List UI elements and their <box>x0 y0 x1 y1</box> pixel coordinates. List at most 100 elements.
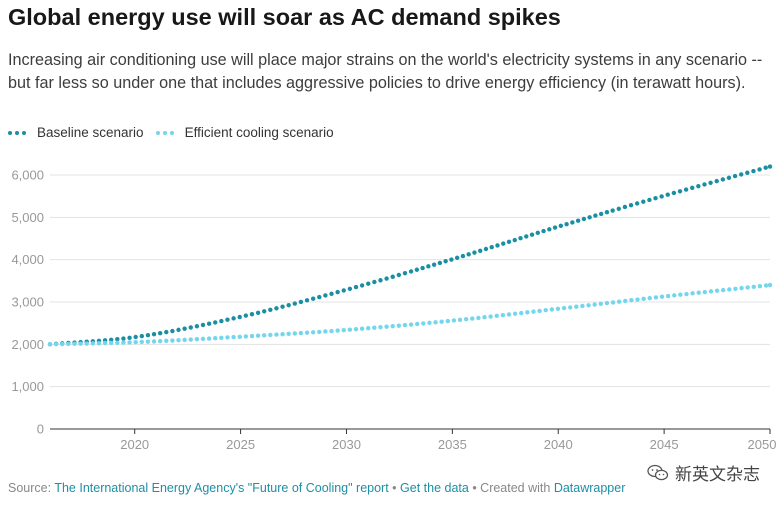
series-point <box>219 318 224 324</box>
series-point <box>437 260 443 266</box>
series-point <box>443 259 448 264</box>
series-point <box>127 340 132 345</box>
series-point <box>335 328 340 333</box>
series-point <box>415 321 420 327</box>
legend: Baseline scenario Efficient cooling scen… <box>8 125 346 140</box>
series-point <box>396 272 402 278</box>
series-point <box>402 271 408 276</box>
series-point <box>109 340 114 346</box>
series-point <box>466 252 471 257</box>
series-point <box>121 340 126 345</box>
series-point <box>402 322 408 328</box>
get-data-link[interactable]: Get the data <box>400 481 469 495</box>
x-tick-label: 2050 <box>748 437 777 452</box>
series-point <box>323 293 328 298</box>
series-point <box>237 314 242 320</box>
series-point <box>390 274 395 279</box>
series-point <box>500 312 506 318</box>
legend-dot <box>155 130 160 135</box>
legend-dot <box>15 130 19 135</box>
series-point <box>329 328 334 334</box>
series-point <box>151 339 157 344</box>
wechat-icon <box>647 464 669 480</box>
series-point <box>243 334 249 339</box>
series-point <box>206 336 212 341</box>
source-prefix: Source: <box>8 481 55 495</box>
series-baseline <box>47 164 773 347</box>
series-point <box>525 310 530 315</box>
series-point <box>593 213 598 218</box>
series-point <box>194 337 200 342</box>
series-point <box>506 239 512 245</box>
series-point <box>347 286 353 291</box>
created-with-text: • Created with <box>468 481 554 495</box>
series-point <box>634 201 640 206</box>
series-point <box>690 291 695 296</box>
series-point <box>586 303 591 308</box>
legend-dot <box>8 130 12 135</box>
series-point <box>378 278 383 283</box>
series-point <box>733 286 738 291</box>
series-point <box>102 340 108 346</box>
series-point <box>268 332 273 338</box>
series-point <box>139 339 144 345</box>
series-point <box>616 299 622 304</box>
series-point <box>543 308 548 313</box>
series-point <box>482 315 487 320</box>
series-point <box>552 225 558 230</box>
series-point <box>372 325 377 330</box>
series-point <box>622 204 628 210</box>
series-point <box>726 175 732 180</box>
series-point <box>225 335 230 340</box>
series-point <box>702 182 707 187</box>
series-point <box>274 306 279 311</box>
series-point <box>66 341 71 347</box>
x-tick-label: 2030 <box>332 437 361 452</box>
series-point <box>426 264 431 269</box>
series-point <box>414 267 420 272</box>
series-point <box>574 304 579 309</box>
series-point <box>384 276 389 281</box>
legend-item-efficient[interactable]: Efficient cooling scenario <box>155 125 334 140</box>
series-point <box>420 265 425 271</box>
x-tick-label: 2045 <box>650 437 679 452</box>
series-point <box>653 195 658 201</box>
y-tick-label: 2,000 <box>11 337 44 352</box>
series-point <box>555 306 561 312</box>
datawrapper-link[interactable]: Datawrapper <box>553 481 626 495</box>
series-point <box>568 305 573 310</box>
series-point <box>292 331 297 336</box>
series-point <box>188 325 193 330</box>
series-point <box>151 332 157 337</box>
series-point <box>767 282 773 288</box>
series-point <box>317 294 322 300</box>
legend-dot <box>22 130 26 135</box>
series-point <box>445 318 450 324</box>
series-point <box>580 303 585 309</box>
series-point <box>721 287 726 293</box>
series-point <box>182 337 187 343</box>
series-point <box>708 289 714 294</box>
series-point <box>176 338 181 343</box>
watermark: 新英文杂志 <box>647 460 760 485</box>
legend-item-baseline[interactable]: Baseline scenario <box>8 125 144 140</box>
series-point <box>90 341 96 346</box>
series-point <box>353 327 359 332</box>
series-point <box>702 289 708 295</box>
series-point <box>547 227 552 232</box>
series-point <box>587 215 592 220</box>
series-point <box>512 311 518 316</box>
series-point <box>454 255 460 261</box>
series-point <box>249 312 255 317</box>
series-point <box>696 183 701 189</box>
series-point <box>421 321 426 326</box>
series-point <box>460 253 466 259</box>
series-point <box>665 293 671 299</box>
series-point <box>433 320 438 325</box>
source-link[interactable]: The International Energy Agency's "Futur… <box>54 481 389 495</box>
series-point <box>641 199 646 204</box>
legend-swatch-baseline <box>8 130 29 135</box>
series-point <box>535 230 540 236</box>
series-point <box>610 300 616 305</box>
series-point <box>647 295 652 301</box>
